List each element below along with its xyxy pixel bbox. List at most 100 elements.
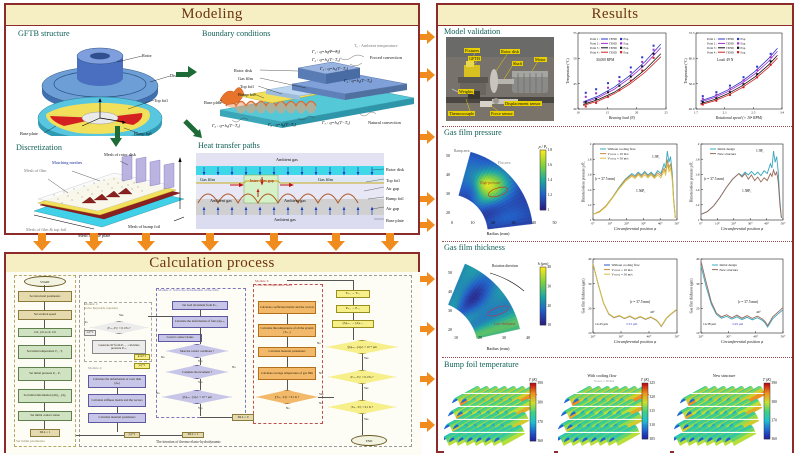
flow-dll-init: DLL = 1 (30, 429, 60, 437)
disc-label-mesh-bump-foil: Mesh of bump foil (128, 224, 161, 229)
chart-bumpfoil-cooling: 305 310 315 320 325 T (K) With cooling flow Vᴄᴏ… (558, 367, 670, 453)
svg-text:30: 30 (588, 282, 592, 286)
flow-final-deformation-text: |(Δ)ₖ₊₁−(Δ)ₖ|ᴸ < 10⁻⁹ μm (347, 345, 377, 349)
conn-m1-m2 (148, 316, 172, 317)
svg-text:T (K): T (K) (763, 377, 772, 382)
boundary-eq-2: Γ₂ : q=h₂(T−Tₐ) (312, 57, 341, 62)
svg-text:1.2: 1.2 (587, 203, 592, 207)
chart-bumpfoil-new: 360 370 380 390 T (K) New structure (674, 367, 792, 453)
conn-bottom2 (140, 435, 182, 436)
heat-label-gas-film-right: Gas film (318, 177, 333, 182)
m2-no-a: No (161, 355, 165, 359)
svg-text:320: 320 (650, 395, 656, 399)
m2-no-b: No (232, 365, 236, 369)
svg-text:40: 40 (696, 257, 700, 261)
svg-text:390: 390 (538, 381, 544, 385)
flow-l-increment: j=j+1 (124, 432, 140, 438)
photo-label-shaft: Shaft (512, 61, 524, 66)
chart-pressure-structure: 0° 10° 20° 30° 40° 50° 1 1.2 1.4 1.6 1.8 2 Circumfer… (686, 136, 792, 241)
module3-name: Solve the temperature field (255, 282, 292, 287)
svg-text:40.0: 40.0 (689, 107, 695, 111)
svg-text:30: 30 (446, 191, 450, 196)
svg-text:50°: 50° (781, 335, 786, 339)
module2-name: Solve the deformation of the foils (172, 288, 219, 292)
heat-label-bump-foil: Bump foil (386, 196, 404, 201)
heat-label-inter-film-gap: Inter-film gap (250, 178, 274, 183)
svg-text:TEHD: TEHD (609, 46, 617, 50)
group-module3 (253, 284, 323, 424)
svg-text:0: 0 (451, 220, 453, 225)
heat-label-top-foil: Top foil (386, 178, 400, 183)
svg-text:1.9Pₐ: 1.9Pₐ (756, 149, 763, 153)
svg-text:40: 40 (446, 172, 450, 177)
flow-calc-material-parameters-m3: Calculate material parameters (258, 347, 316, 357)
arrow-structure-to-boundary (188, 66, 197, 78)
svg-text:Without cooling flow: Without cooling flow (608, 147, 637, 151)
svg-text:20: 20 (448, 327, 452, 332)
disc-label-mesh-film-topfoil: Mesh of film & top foil (26, 227, 67, 232)
diamond-shape-c4b (328, 370, 396, 384)
label-gftb-structure: GFTB structure (18, 29, 70, 38)
photo-label-force-sensor: Force sensor (490, 111, 514, 116)
svg-text:1.8: 1.8 (548, 148, 553, 152)
svg-text:20: 20 (588, 307, 592, 311)
group-iteration (79, 275, 412, 447)
svg-text:High-pressure: High-pressure (480, 181, 501, 185)
conn-m3-to-c4 (318, 397, 334, 398)
svg-text:Dimensionless pressure p/Pₐ: Dimensionless pressure p/Pₐ (582, 162, 586, 203)
group-initial-parameters-caption: Set initial parameters (16, 439, 45, 443)
svg-text:30°: 30° (726, 335, 731, 339)
label-heat-transfer-paths: Heat transfer paths (198, 141, 260, 150)
module4-title: Module 4: (88, 366, 103, 370)
svg-text:46°: 46° (650, 310, 655, 314)
flow-final-temperature-check: |Tₗ₊₁−Tₗ|ᴸ < 0.1 K ? (328, 400, 396, 414)
conn-m2-v5 (200, 404, 201, 416)
svg-text:10°: 10° (715, 222, 720, 226)
svg-text:Vᴄᴏᴏʟ = 50 m/s: Vᴄᴏᴏʟ = 50 m/s (608, 156, 630, 160)
arrow-structure-to-discretization (110, 138, 122, 147)
heat-label-base-plate: Base plate (386, 218, 404, 223)
flow-generate-k-calc-pressure: Generate Kᵖ from Pᵢ₋₁ , calculate pressu… (92, 340, 146, 354)
divider-validation (442, 126, 792, 127)
chart-thickness-contour: 10 20 30 40 20 30 40 50 Radius (mm) 10 20 30 40 h (μm… (440, 253, 580, 356)
boundary-conditions-diagram (202, 38, 418, 130)
panel-calculation-title: Calculation process (6, 254, 418, 275)
svg-text:(r = 37.5 mm): (r = 37.5 mm) (595, 177, 616, 181)
svg-text:0°: 0° (699, 222, 703, 226)
svg-text:Rotation direction: Rotation direction (492, 264, 518, 268)
panel-results: Results Model validation (436, 3, 794, 453)
svg-text:1.8: 1.8 (695, 157, 700, 161)
svg-text:10: 10 (588, 331, 592, 335)
panel-calculation: Calculation process START END Set struct… (4, 252, 422, 455)
diamond-shape-m3 (256, 390, 318, 404)
c4-yes-b: Yes (364, 386, 369, 390)
flow-set-initial-deformation: Set initial deformation (Δh)₀ , (Δ)₁ (18, 389, 72, 403)
svg-text:2: 2 (590, 142, 592, 146)
svg-text:Vᴄᴏᴏʟ = 10 m/s: Vᴄᴏᴏʟ = 10 m/s (612, 268, 634, 272)
flow-start: START (24, 276, 66, 287)
svg-text:1.6: 1.6 (587, 173, 592, 177)
svg-text:p / Pₐ: p / Pₐ (538, 144, 549, 149)
conn-m3-v4 (287, 380, 288, 390)
svg-text:Point 1 :: Point 1 : (707, 37, 717, 41)
svg-text:30: 30 (448, 308, 452, 313)
svg-text:With cooling flow: With cooling flow (587, 373, 616, 378)
flow-deformation-converge-check: |(Δ)ₖ₊₁−(Δ)ₖ|ᴸ < 10⁻⁹ μm (162, 390, 232, 404)
panel-results-title: Results (438, 5, 792, 26)
svg-text:Exp.: Exp. (624, 37, 630, 41)
connector-c1-d (44, 337, 45, 345)
flow-deformation-assign: (Δ)ₖ₊₁ → (Δ)ₖ₋₁ (332, 320, 374, 328)
svg-text:Vᴄᴏᴏʟ = 10 m/s: Vᴄᴏᴏʟ = 10 m/s (608, 152, 630, 156)
photo-label-displacement-sensor: Displacement sensor (504, 101, 542, 106)
label-boundary-conditions: Boundary conditions (202, 29, 271, 38)
heat-label-air-gap-2: Air gap (386, 206, 400, 211)
svg-text:40°: 40° (647, 335, 652, 339)
m3-no: No (286, 406, 290, 410)
svg-text:1.58Pₐ: 1.58Pₐ (742, 189, 751, 193)
svg-text:New structure: New structure (713, 373, 736, 378)
svg-text:40: 40 (526, 335, 530, 340)
svg-text:New structure: New structure (718, 152, 737, 156)
svg-text:30°: 30° (619, 335, 624, 339)
svg-text:Vᴄᴏᴏʟ = 50 m/s: Vᴄᴏᴏʟ = 50 m/s (612, 272, 634, 276)
disc-label-mesh-rotor-disk: Mesh of rotor disk (104, 152, 136, 157)
